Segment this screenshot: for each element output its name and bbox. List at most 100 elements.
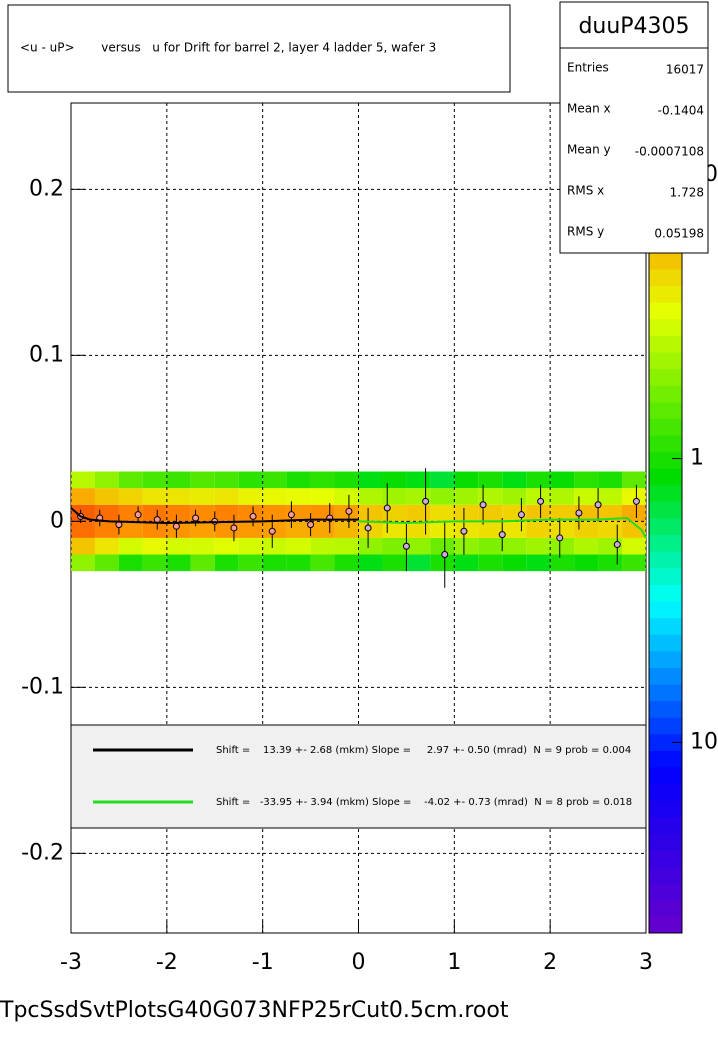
y-tick-label: 0.1: [29, 342, 64, 367]
heat-cell: [142, 504, 167, 522]
heat-cell: [622, 471, 646, 489]
heat-cell: [71, 504, 95, 522]
heat-cell: [526, 521, 551, 538]
heat-cell: [94, 554, 119, 572]
stats-key: RMS x: [567, 184, 604, 198]
heat-cell: [574, 504, 599, 522]
heat-cell: [286, 488, 311, 505]
heat-cell: [118, 488, 143, 505]
stats-key: Entries: [567, 61, 609, 75]
palette-step: [649, 866, 682, 884]
heat-cell: [238, 488, 263, 505]
heat-cell: [430, 471, 455, 489]
heat-cell: [166, 471, 191, 489]
heat-cell: [286, 471, 311, 489]
heat-cell: [166, 504, 191, 522]
heat-cell: [118, 537, 143, 555]
heat-cell: [262, 504, 287, 522]
heat-cell: [622, 488, 646, 505]
palette-step: [649, 700, 682, 718]
heat-cell: [382, 521, 407, 538]
palette-step: [649, 302, 682, 320]
z-tick-label: 1: [690, 446, 704, 471]
heat-cell: [118, 521, 143, 538]
heat-cell: [118, 471, 143, 489]
profile-point: [364, 524, 372, 532]
heat-cell: [478, 521, 503, 538]
heat-cell: [382, 488, 407, 505]
heat-cell: [550, 504, 575, 522]
palette-step: [649, 451, 682, 469]
heat-cell: [406, 554, 431, 572]
heat-cell: [214, 504, 239, 522]
heat-cell: [598, 504, 623, 522]
footer: TpcSsdSvtPlotsG40G073NFP25rCut0.5cm.root: [0, 998, 509, 1023]
palette-step: [649, 484, 682, 502]
heat-cell: [502, 488, 527, 505]
heat-cell: [574, 521, 599, 538]
heat-cell: [430, 504, 455, 522]
heat-cell: [71, 521, 95, 538]
heat-cell: [622, 504, 646, 522]
heat-cell: [238, 554, 263, 572]
heat-cell: [94, 521, 119, 538]
x-tick-label: -3: [60, 950, 82, 975]
heat-cell: [502, 471, 527, 489]
heat-cell: [430, 521, 455, 538]
heat-cell: [502, 537, 527, 555]
x-tick-label: 0: [352, 950, 366, 975]
palette-step: [649, 567, 682, 585]
z-tick-label: 10: [690, 729, 718, 754]
heat-cell: [94, 471, 119, 489]
heat-cell: [286, 554, 311, 572]
heat-cell: [550, 471, 575, 489]
x-tick-label: -2: [156, 950, 178, 975]
heat-cell: [430, 537, 455, 555]
heat-cell: [334, 471, 359, 489]
palette-step: [649, 883, 682, 901]
heat-cell: [286, 521, 311, 538]
profile-point: [249, 512, 257, 520]
palette-step: [649, 899, 682, 917]
palette-step: [649, 783, 682, 801]
palette-step: [649, 285, 682, 303]
profile-point: [307, 521, 315, 529]
palette-step: [649, 468, 682, 486]
heat-cell: [310, 537, 335, 555]
profile-point: [498, 531, 506, 539]
heat-cell: [454, 471, 479, 489]
heat-cell: [238, 537, 263, 555]
palette-step: [649, 717, 682, 735]
palette-step: [649, 850, 682, 868]
heat-cell: [478, 488, 503, 505]
heat-cell: [478, 504, 503, 522]
y-tick-label: 0: [50, 508, 64, 533]
profile-point: [537, 497, 545, 505]
heat-cell: [166, 554, 191, 572]
profile-point: [345, 507, 353, 515]
palette-step: [649, 269, 682, 287]
profile-point: [268, 527, 276, 535]
heat-cell: [310, 488, 335, 505]
heat-cell: [598, 521, 623, 538]
heat-cell: [71, 537, 95, 555]
heat-cell: [190, 537, 215, 555]
heat-cell: [238, 521, 263, 538]
stats-name: duuP4305: [578, 14, 689, 39]
heat-cell: [334, 554, 359, 572]
heat-cell: [430, 488, 455, 505]
heat-cell: [358, 488, 383, 505]
title-box: [7, 4, 511, 93]
stats-key: Mean y: [567, 143, 611, 157]
palette-step: [649, 650, 682, 668]
palette-step: [649, 418, 682, 436]
palette-step: [649, 385, 682, 403]
heat-cell: [478, 537, 503, 555]
heat-cell: [574, 554, 599, 572]
heat-cell: [550, 521, 575, 538]
palette-step: [649, 584, 682, 602]
heat-cell: [262, 537, 287, 555]
profile-point: [192, 514, 200, 522]
profile-point: [287, 511, 295, 519]
